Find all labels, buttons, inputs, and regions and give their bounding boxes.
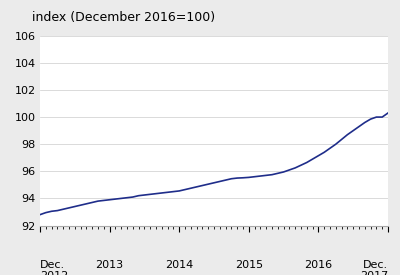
- Text: 2014: 2014: [165, 260, 193, 270]
- Text: 2015: 2015: [235, 260, 263, 270]
- Text: Dec.
2012: Dec. 2012: [40, 260, 68, 275]
- Text: index (December 2016=100): index (December 2016=100): [32, 11, 215, 24]
- Text: 2013: 2013: [96, 260, 124, 270]
- Text: 2016: 2016: [304, 260, 332, 270]
- Text: Dec.
2017: Dec. 2017: [360, 260, 388, 275]
